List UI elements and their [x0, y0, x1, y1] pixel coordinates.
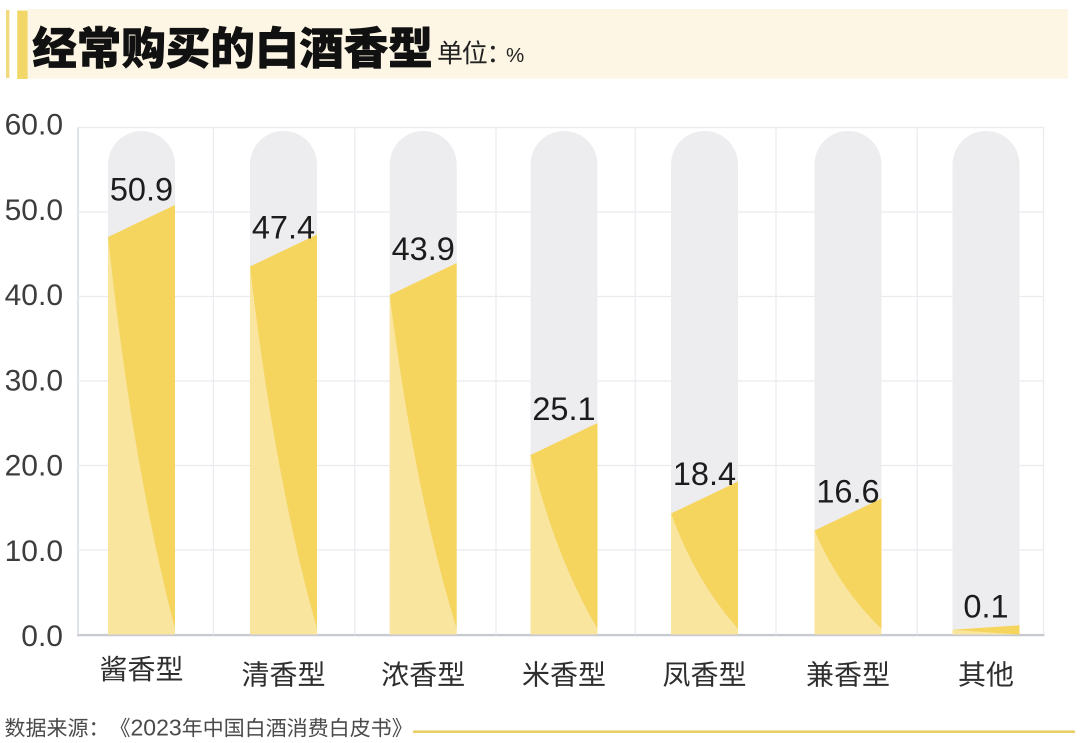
svg-text:16.6: 16.6 — [816, 474, 879, 510]
svg-text:25.1: 25.1 — [532, 391, 595, 427]
svg-text:50.0: 50.0 — [5, 194, 63, 227]
svg-text:0.0: 0.0 — [21, 620, 63, 653]
svg-text:2023: 2023 — [131, 715, 182, 741]
svg-text:0.1: 0.1 — [963, 588, 1008, 624]
svg-text:20.0: 20.0 — [5, 450, 63, 483]
svg-text:30.0: 30.0 — [5, 364, 63, 397]
svg-text:43.9: 43.9 — [392, 231, 455, 267]
svg-text:40.0: 40.0 — [5, 279, 63, 312]
svg-text:10.0: 10.0 — [5, 535, 63, 568]
svg-text:50.9: 50.9 — [110, 171, 173, 207]
svg-text:47.4: 47.4 — [252, 209, 315, 245]
svg-text:60.0: 60.0 — [5, 109, 63, 142]
svg-text:%: % — [506, 44, 524, 67]
svg-text:18.4: 18.4 — [673, 456, 736, 492]
